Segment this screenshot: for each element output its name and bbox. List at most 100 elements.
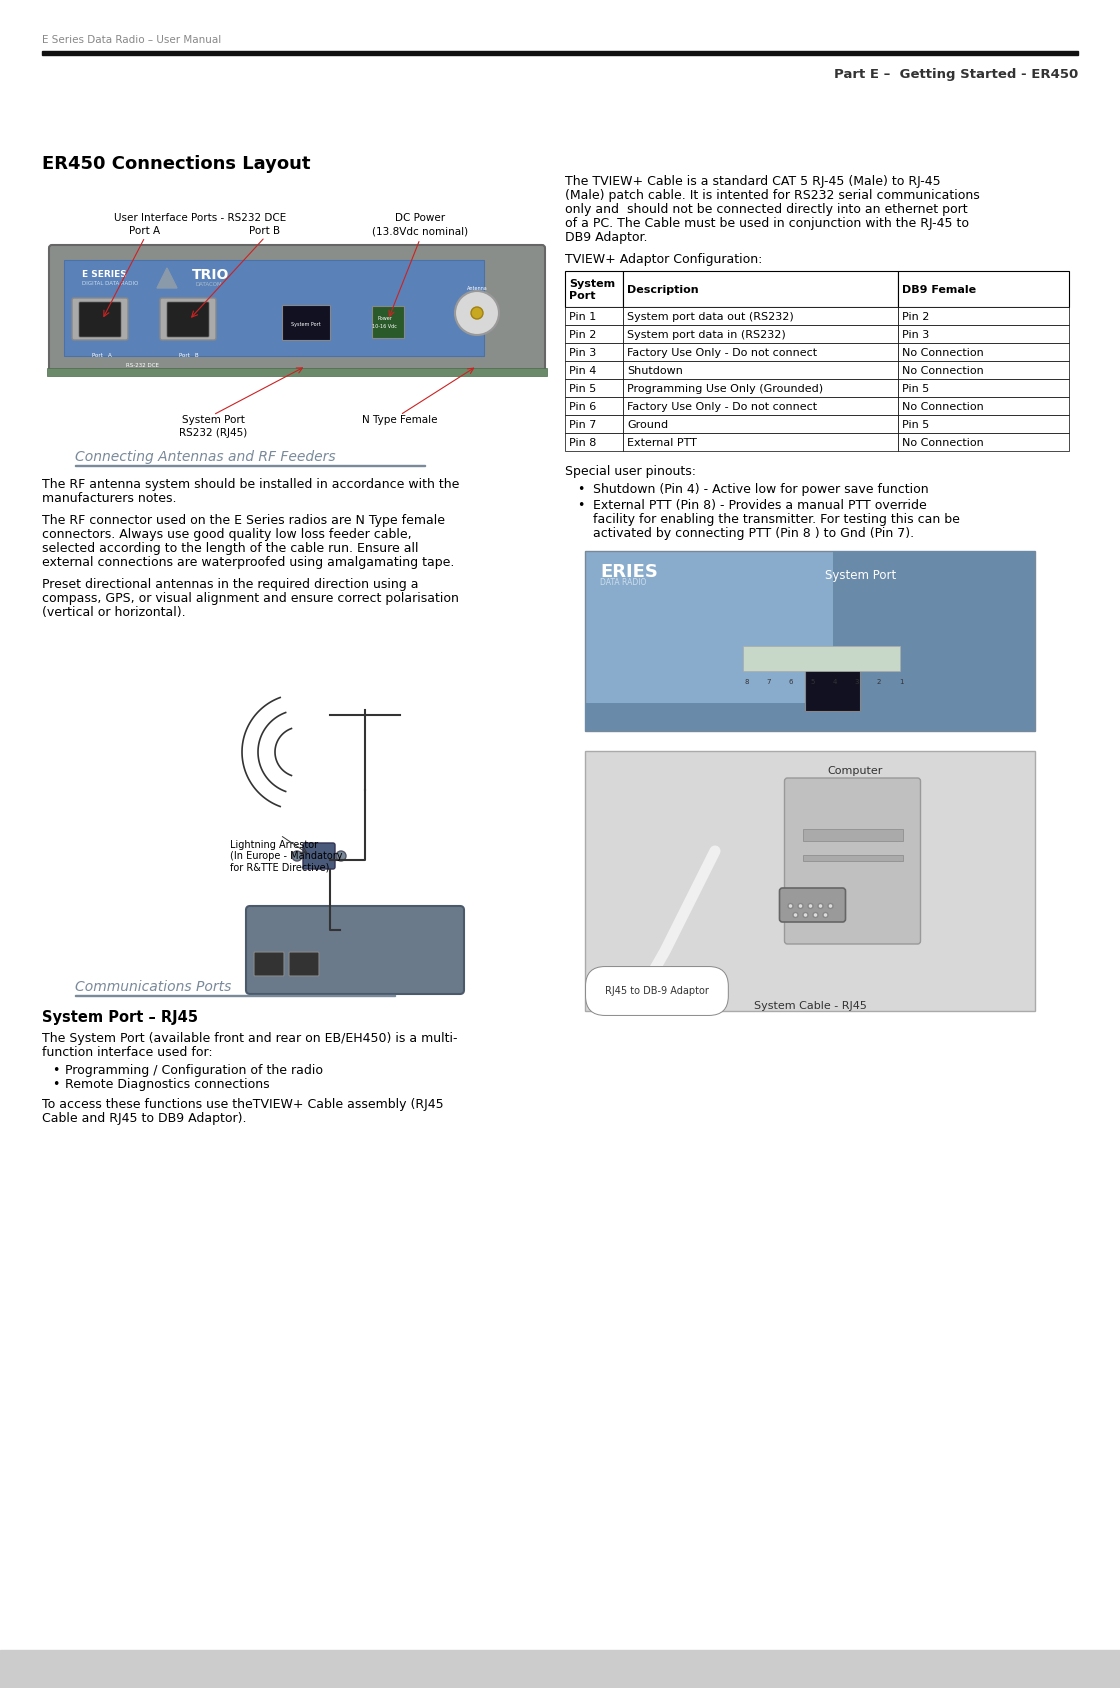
Text: Port   B: Port B bbox=[179, 353, 199, 358]
Polygon shape bbox=[157, 268, 177, 289]
Text: Shutdown (Pin 4) - Active low for power save function: Shutdown (Pin 4) - Active low for power … bbox=[592, 483, 928, 496]
Circle shape bbox=[336, 851, 346, 861]
Circle shape bbox=[823, 913, 828, 918]
FancyBboxPatch shape bbox=[72, 299, 128, 339]
Text: DC Power: DC Power bbox=[395, 213, 445, 223]
Text: System Port: System Port bbox=[291, 322, 320, 327]
Text: External PTT: External PTT bbox=[627, 437, 697, 447]
Text: Part E –  Getting Started - ER450: Part E – Getting Started - ER450 bbox=[833, 68, 1077, 81]
Text: facility for enabling the transmitter. For testing this can be: facility for enabling the transmitter. F… bbox=[592, 513, 960, 527]
Text: activated by connecting PTT (Pin 8 ) to Gnd (Pin 7).: activated by connecting PTT (Pin 8 ) to … bbox=[592, 527, 914, 540]
Bar bbox=[898, 415, 1068, 434]
Text: Pin 4: Pin 4 bbox=[569, 366, 596, 376]
Text: TRIO: TRIO bbox=[192, 268, 230, 282]
Text: The TVIEW+ Cable is a standard CAT 5 RJ-45 (Male) to RJ-45: The TVIEW+ Cable is a standard CAT 5 RJ-… bbox=[564, 176, 941, 187]
Text: RJ45 to DB-9 Adaptor: RJ45 to DB-9 Adaptor bbox=[605, 986, 709, 996]
Bar bbox=[803, 856, 903, 861]
Text: Factory Use Only - Do not connect: Factory Use Only - Do not connect bbox=[627, 402, 818, 412]
Text: Preset directional antennas in the required direction using a: Preset directional antennas in the requi… bbox=[43, 577, 419, 591]
Text: ERIES: ERIES bbox=[600, 564, 657, 581]
Text: Power: Power bbox=[377, 316, 392, 321]
Text: External PTT (Pin 8) - Provides a manual PTT override: External PTT (Pin 8) - Provides a manual… bbox=[592, 500, 926, 511]
Bar bbox=[623, 361, 898, 380]
FancyBboxPatch shape bbox=[254, 952, 284, 976]
Text: •: • bbox=[52, 1063, 59, 1077]
Circle shape bbox=[813, 913, 818, 918]
Text: Pin 5: Pin 5 bbox=[902, 383, 930, 393]
Text: (Male) patch cable. It is intented for RS232 serial communications: (Male) patch cable. It is intented for R… bbox=[564, 189, 980, 203]
Bar bbox=[564, 307, 623, 326]
Text: E SERIES: E SERIES bbox=[82, 270, 127, 279]
Bar bbox=[564, 415, 623, 434]
Text: Port   A: Port A bbox=[92, 353, 112, 358]
Bar bbox=[623, 343, 898, 361]
Text: E Series Data Radio – User Manual: E Series Data Radio – User Manual bbox=[43, 35, 222, 46]
Text: System port data out (RS232): System port data out (RS232) bbox=[627, 312, 794, 322]
Text: Pin 3: Pin 3 bbox=[569, 348, 596, 358]
Text: 6: 6 bbox=[788, 679, 793, 685]
Text: external connections are waterproofed using amalgamating tape.: external connections are waterproofed us… bbox=[43, 555, 455, 569]
Text: (13.8Vdc nominal): (13.8Vdc nominal) bbox=[372, 226, 468, 236]
Text: •: • bbox=[52, 1079, 59, 1090]
Circle shape bbox=[793, 913, 797, 918]
Bar bbox=[898, 343, 1068, 361]
Text: No Connection: No Connection bbox=[902, 437, 983, 447]
Text: compass, GPS, or visual alignment and ensure correct polarisation: compass, GPS, or visual alignment and en… bbox=[43, 592, 459, 604]
Text: (In Europe - Mandatory: (In Europe - Mandatory bbox=[230, 851, 343, 861]
Text: Page 25: Page 25 bbox=[1034, 1663, 1077, 1673]
Text: Pin 7: Pin 7 bbox=[569, 420, 596, 430]
Text: 3: 3 bbox=[855, 679, 859, 685]
FancyBboxPatch shape bbox=[784, 778, 921, 944]
Circle shape bbox=[455, 290, 500, 334]
Bar bbox=[803, 829, 903, 841]
Text: selected according to the length of the cable run. Ensure all: selected according to the length of the … bbox=[43, 542, 419, 555]
Bar bbox=[0, 1649, 1120, 1688]
Text: Cable and RJ45 to DB9 Adaptor).: Cable and RJ45 to DB9 Adaptor). bbox=[43, 1112, 246, 1124]
Text: Factory Use Only - Do not connect: Factory Use Only - Do not connect bbox=[627, 348, 818, 358]
Text: Connecting Antennas and RF Feeders: Connecting Antennas and RF Feeders bbox=[75, 451, 336, 464]
Text: Ground: Ground bbox=[627, 420, 669, 430]
Bar bbox=[743, 647, 900, 672]
Text: Lightning Arrestor: Lightning Arrestor bbox=[230, 841, 318, 851]
Text: Remote Diagnostics connections: Remote Diagnostics connections bbox=[65, 1079, 270, 1090]
Text: RS-232 DCE: RS-232 DCE bbox=[125, 363, 158, 368]
Bar bbox=[898, 272, 1068, 307]
Text: © Copyright 2005 Trio DataCom Pty. Ltd.: © Copyright 2005 Trio DataCom Pty. Ltd. bbox=[43, 1663, 270, 1673]
Bar bbox=[623, 307, 898, 326]
Text: Pin 8: Pin 8 bbox=[569, 437, 596, 447]
Text: Communications Ports: Communications Ports bbox=[75, 981, 232, 994]
Circle shape bbox=[472, 307, 483, 319]
Text: for R&TTE Directive): for R&TTE Directive) bbox=[230, 863, 329, 873]
FancyBboxPatch shape bbox=[167, 302, 209, 338]
FancyBboxPatch shape bbox=[246, 906, 464, 994]
Bar bbox=[898, 326, 1068, 343]
Text: function interface used for:: function interface used for: bbox=[43, 1047, 213, 1058]
FancyBboxPatch shape bbox=[304, 842, 335, 869]
Text: of a PC. The Cable must be used in conjunction with the RJ-45 to: of a PC. The Cable must be used in conju… bbox=[564, 218, 969, 230]
Text: 1: 1 bbox=[898, 679, 903, 685]
Text: RS232 (RJ45): RS232 (RJ45) bbox=[179, 429, 248, 437]
FancyBboxPatch shape bbox=[780, 888, 846, 922]
Bar bbox=[564, 343, 623, 361]
Text: User Interface Ports - RS232 DCE: User Interface Ports - RS232 DCE bbox=[114, 213, 286, 223]
Text: Pin 6: Pin 6 bbox=[569, 402, 596, 412]
Circle shape bbox=[788, 903, 793, 908]
Circle shape bbox=[797, 903, 803, 908]
Text: 10-16 Vdc: 10-16 Vdc bbox=[372, 324, 396, 329]
Text: only and  should not be connected directly into an ethernet port: only and should not be connected directl… bbox=[564, 203, 968, 216]
Text: The System Port (available front and rear on EB/EH450) is a multi-: The System Port (available front and rea… bbox=[43, 1031, 457, 1045]
Text: Antenna: Antenna bbox=[467, 285, 487, 290]
FancyBboxPatch shape bbox=[49, 245, 545, 371]
Circle shape bbox=[292, 851, 302, 861]
Text: System Cable - RJ45: System Cable - RJ45 bbox=[754, 1001, 867, 1011]
Bar bbox=[47, 368, 547, 376]
Text: System port data in (RS232): System port data in (RS232) bbox=[627, 329, 786, 339]
Text: No Connection: No Connection bbox=[902, 366, 983, 376]
Bar bbox=[585, 702, 832, 731]
Text: 2: 2 bbox=[877, 679, 881, 685]
Text: (vertical or horizontal).: (vertical or horizontal). bbox=[43, 606, 186, 619]
Text: Port B: Port B bbox=[250, 226, 281, 236]
Bar bbox=[564, 380, 623, 397]
Text: Description: Description bbox=[627, 285, 699, 295]
Text: DATA RADIO: DATA RADIO bbox=[600, 577, 646, 587]
